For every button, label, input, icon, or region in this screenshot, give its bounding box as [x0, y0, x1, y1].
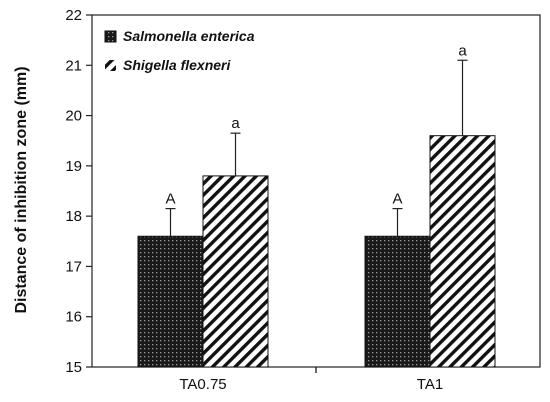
- x-tick-label: TA1: [417, 376, 443, 393]
- bar-salmonella: [137, 235, 204, 368]
- legend-swatch: [104, 30, 117, 43]
- significance-label: A: [165, 191, 175, 208]
- significance-label: a: [231, 115, 240, 132]
- y-tick-label: 18: [65, 208, 82, 225]
- y-axis-label: Distance of inhibition zone (mm): [13, 66, 30, 313]
- y-tick-label: 15: [65, 359, 82, 376]
- significance-label: A: [392, 191, 402, 208]
- bar-shigella: [202, 175, 269, 368]
- y-tick-label: 19: [65, 158, 82, 175]
- legend-swatch: [105, 60, 116, 71]
- bar-salmonella: [364, 235, 431, 368]
- x-tick-label: TA0.75: [179, 376, 226, 393]
- y-tick-label: 16: [65, 309, 82, 326]
- bar-shigella: [429, 135, 496, 368]
- plot-area: 15 16 17 18 19 20 21 22 TA0.75 Aa TA1 Aa Salmonella …: [65, 7, 541, 393]
- legend-label: Shigella flexneri: [123, 57, 231, 73]
- y-tick-label: 17: [65, 258, 82, 275]
- y-tick-label: 21: [65, 57, 82, 74]
- significance-label: a: [458, 42, 467, 59]
- y-tick-label: 20: [65, 108, 82, 125]
- legend-label: Salmonella enterica: [123, 28, 255, 44]
- y-tick-label: 22: [65, 7, 82, 24]
